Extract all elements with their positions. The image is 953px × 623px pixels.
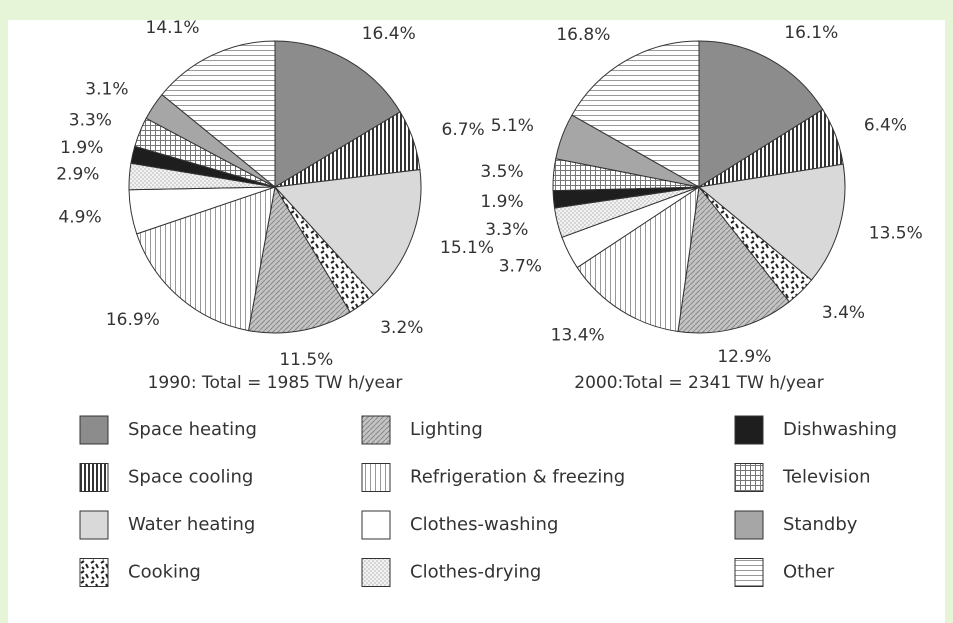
value-label: 2.9% [56, 164, 99, 184]
pie-slice [697, 163, 846, 281]
legend-label: Cooking [128, 562, 201, 583]
pie-slice [247, 185, 351, 334]
legend-label: Television [782, 467, 871, 488]
legend-label: Dishwashing [783, 419, 897, 440]
legend-swatch [79, 415, 109, 445]
pie-caption: 1990: Total = 1985 TW h/year [148, 373, 403, 393]
legend-label: Lighting [410, 419, 483, 440]
value-label: 16.9% [106, 310, 160, 330]
value-label: 3.2% [380, 318, 423, 338]
pie-slice [136, 186, 276, 332]
value-label: 11.5% [279, 350, 333, 370]
value-label: 15.1% [440, 238, 494, 258]
value-label: 16.4% [362, 24, 416, 44]
legend-label: Space cooling [128, 467, 253, 488]
value-label: 4.9% [58, 207, 101, 227]
legend-swatch [79, 558, 109, 587]
pie-slice [698, 40, 824, 188]
value-label: 3.1% [85, 79, 128, 99]
pie-caption: 2000:Total = 2341 TW h/year [574, 373, 823, 393]
legend-label: Refrigeration & freezing [410, 467, 625, 488]
legend-swatch [361, 463, 391, 492]
pie-slice [576, 185, 700, 333]
value-label: 3.4% [822, 303, 865, 323]
pie-slice [274, 40, 401, 188]
legend-swatch [79, 510, 109, 540]
value-label: 14.1% [146, 18, 200, 38]
value-label: 6.4% [864, 115, 907, 135]
pie-slice [161, 40, 276, 189]
value-label: 13.5% [869, 223, 923, 243]
value-label: 13.4% [551, 326, 605, 346]
value-label: 3.3% [69, 111, 112, 131]
legend-label: Clothes-washing [410, 514, 558, 535]
pie-slice [273, 169, 422, 296]
legend-label: Other [783, 562, 835, 583]
legend-swatch [361, 510, 391, 540]
value-label: 12.9% [717, 347, 771, 367]
pie-slice [677, 185, 790, 334]
legend-swatch [79, 463, 109, 492]
value-label: 16.8% [556, 25, 610, 45]
legend-swatch [361, 415, 391, 445]
pies: 16.4% 6.7% 15.1% 3.2% 11.5% 16.9% 4.9% 2.9% 1.9%… [56, 18, 923, 393]
legend-swatch [734, 415, 764, 445]
legend-swatch [734, 558, 764, 587]
legend-swatch [734, 510, 764, 540]
legend: Space heating Space cooling Water heating C… [79, 415, 897, 587]
legend-swatch [361, 558, 391, 587]
value-label: 3.7% [499, 256, 542, 276]
legend-swatch [734, 463, 764, 492]
value-label: 3.3% [485, 220, 528, 240]
value-label: 1.9% [480, 192, 523, 212]
value-label: 1.9% [60, 138, 103, 158]
value-label: 5.1% [491, 116, 534, 136]
legend-label: Standby [783, 514, 858, 535]
value-label: 16.1% [784, 23, 838, 43]
pie-slice [571, 40, 700, 188]
legend-label: Space heating [128, 419, 257, 440]
value-label: 6.7% [442, 120, 485, 140]
value-label: 3.5% [480, 162, 523, 182]
legend-label: Water heating [128, 514, 255, 535]
legend-label: Clothes-drying [410, 562, 541, 583]
